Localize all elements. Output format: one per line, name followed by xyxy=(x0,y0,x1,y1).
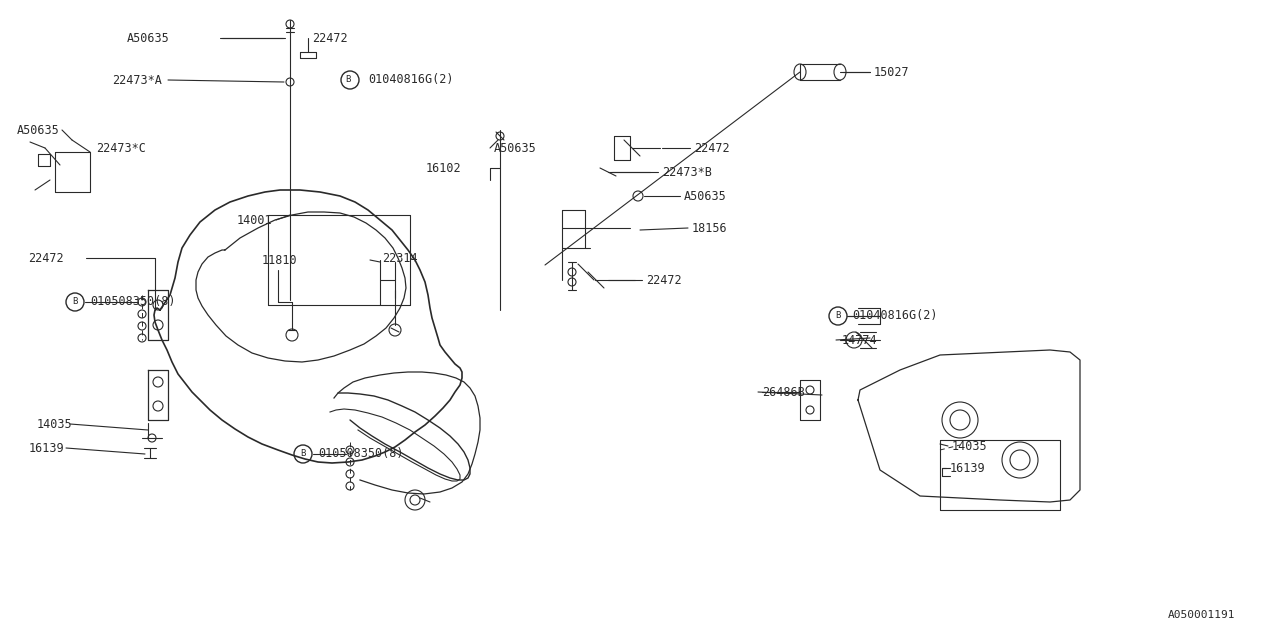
Text: 16139: 16139 xyxy=(950,461,986,474)
Text: 14001: 14001 xyxy=(237,214,273,227)
Text: 010508350(8): 010508350(8) xyxy=(317,447,403,461)
Text: B: B xyxy=(836,312,841,321)
Text: 14035: 14035 xyxy=(36,417,72,431)
Text: 15027: 15027 xyxy=(874,65,910,79)
Text: 18156: 18156 xyxy=(692,221,727,234)
Text: 14774: 14774 xyxy=(842,333,878,346)
Text: 26486B: 26486B xyxy=(762,385,805,399)
Text: 22314: 22314 xyxy=(381,252,417,264)
Text: 010508350(8): 010508350(8) xyxy=(90,296,175,308)
Text: 22472: 22472 xyxy=(28,252,64,264)
Text: A50635: A50635 xyxy=(684,189,727,202)
Text: 16102: 16102 xyxy=(426,161,462,175)
Text: 22473*C: 22473*C xyxy=(96,141,146,154)
Text: A050001191: A050001191 xyxy=(1167,610,1235,620)
Text: B: B xyxy=(346,76,351,84)
Text: A50635: A50635 xyxy=(494,141,536,154)
Text: 22472: 22472 xyxy=(694,141,730,154)
Text: 01040816G(2): 01040816G(2) xyxy=(852,310,937,323)
Text: 22472: 22472 xyxy=(312,31,348,45)
Text: 01040816G(2): 01040816G(2) xyxy=(369,74,453,86)
Text: 11810: 11810 xyxy=(262,253,298,266)
Text: B: B xyxy=(72,298,78,307)
Text: 22472: 22472 xyxy=(646,273,682,287)
Text: A50635: A50635 xyxy=(17,124,60,136)
Text: 16139: 16139 xyxy=(28,442,64,454)
Text: A50635: A50635 xyxy=(127,31,170,45)
Text: 22473*A: 22473*A xyxy=(113,74,163,86)
Text: 14035: 14035 xyxy=(952,440,988,452)
Text: B: B xyxy=(301,449,306,458)
Text: 22473*B: 22473*B xyxy=(662,166,712,179)
